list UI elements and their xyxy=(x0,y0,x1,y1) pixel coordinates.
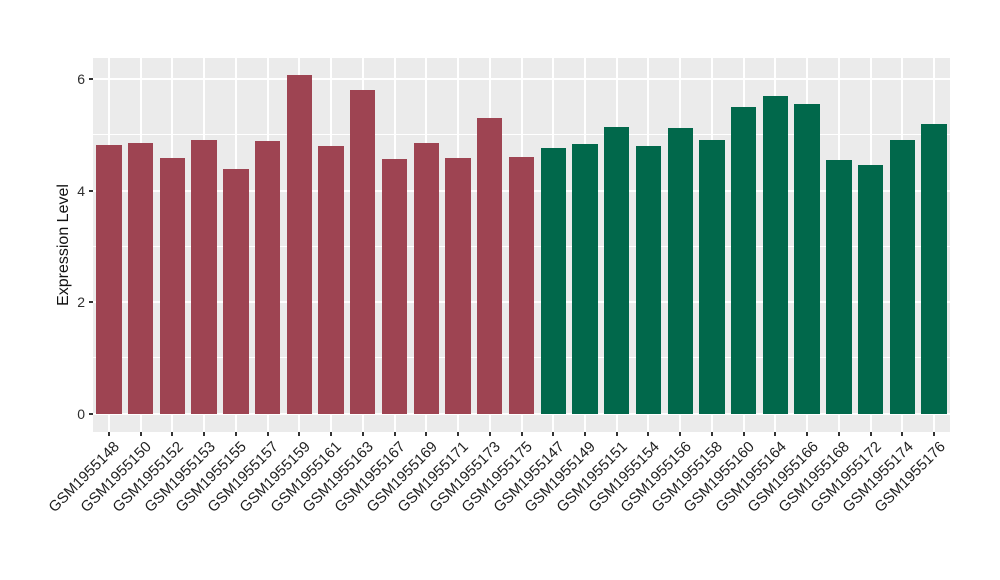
x-tick xyxy=(298,432,301,436)
bar xyxy=(508,156,535,414)
bar xyxy=(159,157,186,414)
bar xyxy=(635,146,662,414)
x-tick xyxy=(203,432,206,436)
bar xyxy=(350,89,376,414)
bar xyxy=(699,139,725,414)
x-tick xyxy=(425,432,428,436)
x-tick xyxy=(171,432,174,436)
bar xyxy=(445,157,471,414)
bar xyxy=(381,159,408,414)
bar xyxy=(889,140,916,414)
x-tick xyxy=(774,432,777,436)
bar xyxy=(572,143,598,414)
x-tick xyxy=(679,432,682,436)
x-tick xyxy=(393,432,396,436)
y-tick-label: 4 xyxy=(77,182,85,199)
bar xyxy=(730,107,757,414)
x-tick xyxy=(457,432,460,436)
x-tick xyxy=(520,432,523,436)
x-tick xyxy=(488,432,491,436)
x-tick xyxy=(806,432,809,436)
bar xyxy=(254,141,281,414)
x-tick xyxy=(234,432,237,436)
bar xyxy=(191,140,217,414)
x-tick xyxy=(552,432,555,436)
plot-panel xyxy=(93,58,950,432)
y-tick xyxy=(89,189,93,192)
bar xyxy=(223,168,249,414)
y-tick xyxy=(89,301,93,304)
x-tick xyxy=(107,432,110,436)
y-tick-label: 6 xyxy=(77,71,85,88)
bar xyxy=(857,165,884,414)
bar xyxy=(921,124,947,414)
y-tick-label: 2 xyxy=(77,294,85,311)
y-tick-label: 0 xyxy=(77,405,85,422)
bar xyxy=(604,126,630,414)
bar xyxy=(794,103,820,414)
bar xyxy=(826,160,852,414)
y-tick xyxy=(89,412,93,415)
bar xyxy=(96,144,122,414)
bar xyxy=(286,74,312,414)
x-tick xyxy=(837,432,840,436)
bar xyxy=(127,142,154,414)
x-tick xyxy=(710,432,713,436)
x-tick xyxy=(869,432,872,436)
y-tick xyxy=(89,78,93,81)
x-tick xyxy=(330,432,333,436)
bar xyxy=(318,146,344,414)
bar xyxy=(762,95,789,414)
x-tick xyxy=(901,432,904,436)
x-tick xyxy=(647,432,650,436)
x-tick xyxy=(933,432,936,436)
x-tick xyxy=(266,432,269,436)
bar xyxy=(540,147,566,414)
x-tick xyxy=(615,432,618,436)
y-axis-title-text: Expression Level xyxy=(55,184,72,306)
x-tick xyxy=(742,432,745,436)
x-tick xyxy=(361,432,364,436)
x-tick xyxy=(139,432,142,436)
bar xyxy=(413,143,439,414)
x-tick xyxy=(583,432,586,436)
bar xyxy=(477,117,503,414)
bar xyxy=(667,127,693,414)
